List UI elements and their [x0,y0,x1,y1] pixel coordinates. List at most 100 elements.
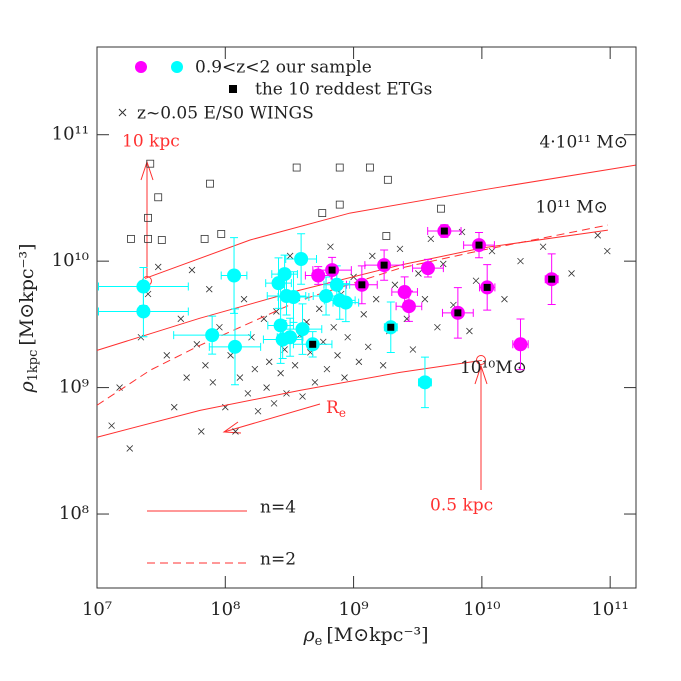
legend-label: z~0.05 E/S0 WINGS [137,104,314,124]
cross-marker [327,243,334,251]
annotation: Re [326,398,346,420]
square-marker [380,261,388,269]
cross-marker [355,358,363,366]
cross-marker [116,384,123,391]
open-square-marker [146,159,155,168]
annotation: 10 kpc [122,132,180,152]
cross-marker [291,362,299,369]
model-curve [144,164,636,279]
cross-marker [154,263,162,271]
circle-marker [311,268,326,283]
cross-marker [177,315,185,323]
open-square-marker [335,200,344,209]
open-square-marker [217,230,226,238]
circle-marker [277,267,292,282]
cross-marker [202,362,209,369]
cross-marker [341,374,348,381]
cross-marker [501,295,508,303]
x-axis-label: ρe [M⊙kpc⁻³] [302,624,428,649]
legend-label: 0.9<z<2 our sample [195,58,372,78]
cross-marker [240,295,248,303]
cross-marker [344,333,351,341]
cross-marker [568,270,575,277]
cross-marker [409,346,417,353]
cross-marker [466,327,473,335]
cross-marker [254,407,262,415]
circle-marker [227,339,242,354]
line-legend-label: n=2 [260,550,296,570]
y-label-unit: [M⊙kpc⁻³] [16,243,38,345]
cross-marker [372,295,380,303]
circle-marker [136,279,151,294]
cross-marker [198,428,205,435]
x-tick-label: 10¹¹ [591,599,628,620]
x-tick-label: 10⁷ [82,599,112,620]
cross-marker [604,247,611,255]
cross-marker [209,379,217,386]
annotation: 0.5 kpc [430,496,493,516]
cross-marker [183,374,190,381]
open-square-marker [292,163,301,172]
cross-marker [369,252,376,260]
cross-marker [364,343,372,351]
cross-marker [330,323,337,331]
square-marker [548,275,556,283]
arrow-re [222,403,321,434]
x-label-unit: [M⊙kpc⁻³] [326,624,428,646]
circle-marker [295,322,310,337]
cross-marker [379,362,387,369]
cross-marker [539,243,547,251]
circle-marker [283,330,298,345]
legend-marker [118,108,127,117]
square-marker [387,323,395,331]
square-marker [454,309,462,317]
arrow-up [474,364,488,490]
cross-marker [270,400,278,407]
open-square-marker [335,163,344,172]
cross-marker [472,277,480,285]
model-curve [96,224,608,406]
cross-marker [391,281,399,289]
cross-marker [594,232,602,239]
plot-frame [96,46,637,589]
legend-label: the 10 reddest ETGs [255,80,432,100]
cross-marker [236,374,244,381]
x-tick-label: 10⁹ [339,599,369,620]
curve-label: 4·10¹¹ M⊙ [539,133,628,153]
legend-marker [135,61,147,73]
circle-marker [513,337,528,352]
legend-marker [171,61,183,73]
circle-marker [273,318,288,333]
model-curve [96,359,482,438]
square-marker [309,340,317,348]
cross-marker [360,311,368,318]
legend-marker [229,85,237,93]
cross-marker [439,260,447,268]
cross-marker [251,365,259,373]
line-legend-label: n=4 [260,498,296,518]
circle-marker [294,251,309,266]
open-square-marker [200,234,209,243]
circle-marker [136,304,151,319]
x-label-sub: e [315,634,323,649]
circle-marker [401,299,416,314]
cross-marker [517,257,524,265]
circle-marker [397,285,412,300]
cross-marker [286,252,294,260]
cross-marker [205,285,213,293]
open-square-marker [383,175,392,184]
open-square-marker [437,204,445,213]
square-marker [328,266,336,274]
cross-marker [188,266,196,274]
circle-marker [329,277,344,292]
cross-marker [434,323,441,331]
cross-marker [265,358,273,366]
y-label-symbol: ρ [16,381,38,394]
circle-marker [227,268,242,283]
cross-marker [163,352,171,359]
cross-marker [232,428,239,435]
open-square-marker [318,209,327,217]
circle-marker [319,289,334,304]
cross-marker [193,341,201,348]
